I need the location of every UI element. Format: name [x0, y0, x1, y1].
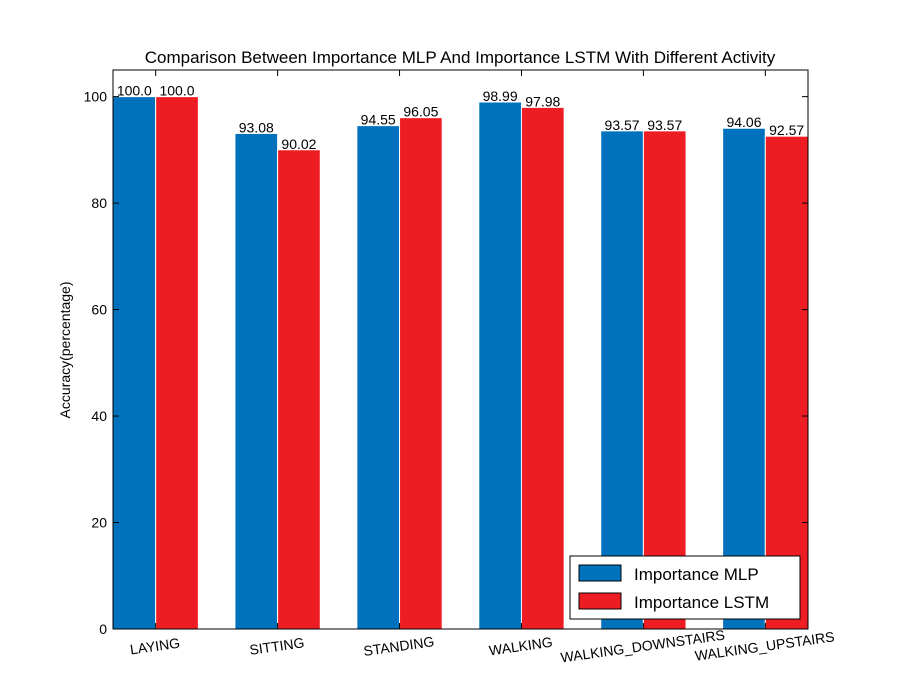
- data-label-importance-lstm-walking-upstairs: 92.57: [769, 122, 804, 138]
- y-axis-label: Accuracy(percentage): [57, 282, 73, 419]
- bar-importance-lstm-walking-downstairs: [642, 130, 687, 630]
- chart-title: Comparison Between Importance MLP And Im…: [145, 48, 776, 67]
- bar-importance-mlp-walking-upstairs: [722, 127, 766, 630]
- x-tick-label-walking: WALKING: [488, 634, 554, 659]
- plot-area: 100.0 93.08 94.55 98.99 93.57 94.06 100.0 90.02…: [84, 70, 835, 665]
- x-tick-label-standing: STANDING: [362, 633, 435, 659]
- y-tick-label-0: 0: [99, 621, 107, 637]
- legend: Importance MLP Importance LSTM: [569, 555, 801, 620]
- x-tick-label-laying: LAYING: [129, 635, 181, 658]
- data-label-importance-lstm-standing: 96.05: [403, 104, 438, 120]
- y-tick-label-100: 100: [84, 89, 108, 105]
- plot-frame: [112, 69, 809, 630]
- data-label-importance-lstm-sitting: 90.02: [281, 136, 316, 152]
- bar-importance-mlp-sitting: [234, 132, 279, 630]
- bar-importance-mlp-walking-downstairs: [600, 130, 644, 630]
- legend-swatch-importance-lstm: [578, 592, 622, 610]
- bar-importance-lstm-sitting: [277, 149, 321, 630]
- bar-importance-lstm-walking-upstairs: [764, 135, 809, 630]
- data-label-importance-mlp-standing: 94.55: [361, 112, 396, 128]
- data-label-importance-mlp-walking-upstairs: 94.06: [726, 114, 761, 130]
- bar-importance-mlp-standing: [356, 125, 401, 630]
- data-label-importance-mlp-walking-downstairs: 93.57: [605, 117, 640, 133]
- bar-importance-lstm-standing: [399, 117, 443, 630]
- data-label-importance-mlp-walking: 98.99: [483, 88, 518, 104]
- legend-label-importance-lstm: Importance LSTM: [634, 593, 769, 612]
- y-tick-label-80: 80: [91, 195, 107, 211]
- data-label-importance-lstm-walking-downstairs: 93.57: [647, 117, 682, 133]
- bar-importance-mlp-laying: [112, 96, 157, 630]
- bar-importance-lstm-laying: [155, 96, 199, 630]
- x-tick-label-sitting: SITTING: [248, 634, 305, 658]
- y-tick-label-40: 40: [91, 408, 107, 424]
- y-tick-label-20: 20: [91, 515, 107, 531]
- data-label-importance-mlp-laying: 100.0: [117, 83, 152, 99]
- data-label-importance-lstm-walking: 97.98: [525, 93, 560, 109]
- data-label-importance-mlp-sitting: 93.08: [239, 119, 274, 135]
- bar-importance-mlp-walking: [478, 101, 522, 630]
- data-label-importance-lstm-laying: 100.0: [159, 83, 194, 99]
- y-tick-label-60: 60: [91, 302, 107, 318]
- legend-swatch-importance-mlp: [578, 564, 622, 582]
- legend-label-importance-mlp: Importance MLP: [634, 565, 759, 584]
- bar-importance-lstm-walking: [520, 106, 565, 630]
